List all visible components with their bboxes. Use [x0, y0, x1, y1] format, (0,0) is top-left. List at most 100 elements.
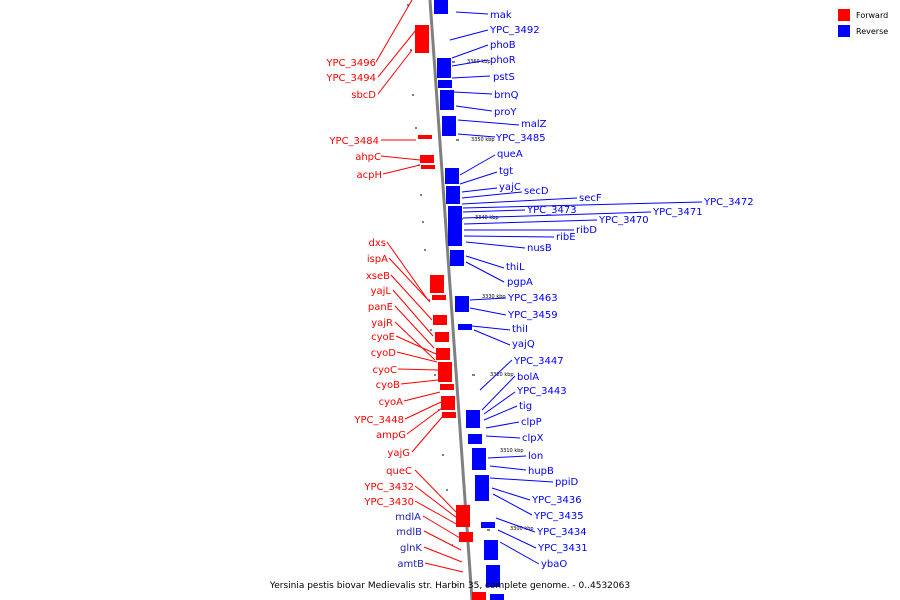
gene-label[interactable]: brnQ	[494, 90, 519, 101]
gene-block	[415, 25, 429, 53]
gene-label[interactable]: ispA	[367, 254, 388, 265]
gene-label[interactable]: ahpC	[355, 152, 381, 163]
gene-block	[472, 448, 486, 470]
gene-block	[437, 58, 451, 78]
gene-label[interactable]: yajC	[499, 182, 521, 193]
scale-label: 3340 kbp	[475, 215, 499, 221]
gene-label[interactable]: cyoB	[376, 380, 401, 391]
gene-label[interactable]: ppiD	[555, 477, 578, 488]
reverse-gene-blocks	[434, 0, 504, 600]
gene-label[interactable]: pstS	[493, 72, 515, 83]
gene-label[interactable]: cyoD	[371, 348, 397, 359]
gene-label[interactable]: YPC_3447	[513, 356, 564, 367]
gene-label[interactable]: tgt	[499, 166, 513, 177]
forward-gene-labels-lower: mdlA mdlB glnK amtB	[395, 512, 424, 570]
gene-label[interactable]: YPC_3436	[531, 495, 582, 506]
gene-label[interactable]: cyoA	[379, 397, 404, 408]
gene-label[interactable]: secD	[524, 186, 549, 197]
gene-block	[456, 505, 470, 527]
gene-label[interactable]: YPC_3430	[363, 497, 414, 508]
gene-block	[435, 332, 449, 342]
reverse-leader-lines	[449, 11, 703, 565]
gene-label[interactable]: glnK	[400, 543, 422, 554]
gene-label[interactable]: ribE	[556, 232, 576, 243]
gene-label[interactable]: YPC_3485	[495, 133, 546, 144]
gene-block	[438, 80, 452, 88]
gene-label[interactable]: YPC_3435	[533, 511, 584, 522]
gene-label[interactable]: YPC_3470	[598, 215, 649, 226]
gene-label[interactable]: cyoE	[371, 332, 395, 343]
gene-block	[418, 135, 432, 139]
scale-label: 3300 kbp	[510, 526, 534, 532]
gene-label[interactable]: secF	[579, 193, 602, 204]
reverse-gene-labels: mak YPC_3492 phoB phoR pstS brnQ proY ma…	[489, 10, 754, 570]
legend-label-forward: Forward	[856, 11, 888, 20]
gene-label[interactable]: panE	[368, 302, 393, 313]
gene-label[interactable]: nusB	[527, 243, 552, 254]
gene-label[interactable]: queC	[386, 466, 412, 477]
gene-label[interactable]: ampG	[376, 430, 406, 441]
gene-label[interactable]: YPC_3448	[353, 415, 404, 426]
gene-label[interactable]: xseB	[366, 271, 390, 282]
gene-label[interactable]: YPC_3431	[537, 543, 588, 554]
gene-label[interactable]: thiL	[506, 262, 525, 273]
gene-block	[420, 155, 434, 163]
gene-label[interactable]: YPC_3492	[489, 25, 540, 36]
forward-gene-blocks	[415, 25, 486, 600]
gene-label[interactable]: YPC_3443	[516, 386, 567, 397]
gene-label[interactable]: mak	[490, 10, 512, 21]
gene-block	[459, 532, 473, 542]
gene-block	[458, 324, 472, 330]
gene-block	[434, 0, 448, 14]
gene-label[interactable]: YPC_3432	[363, 482, 414, 493]
gene-block	[441, 396, 455, 410]
gene-block	[448, 206, 462, 246]
gene-label[interactable]: ribD	[576, 225, 597, 236]
gene-label[interactable]: clpX	[522, 433, 544, 444]
gene-label[interactable]: YPC_3434	[536, 527, 587, 538]
gene-label[interactable]: amtB	[397, 559, 424, 570]
gene-label[interactable]: phoB	[490, 40, 516, 51]
gene-label[interactable]: dxs	[369, 238, 386, 249]
gene-label[interactable]: YPC_3472	[703, 197, 754, 208]
gene-label[interactable]: yajG	[387, 448, 410, 459]
gene-label[interactable]: proY	[494, 107, 517, 118]
gene-label[interactable]: hupB	[528, 466, 554, 477]
gene-block	[442, 412, 456, 418]
gene-label[interactable]: YPC_3473	[526, 205, 577, 216]
gene-label[interactable]: lon	[528, 451, 543, 462]
gene-block	[445, 168, 459, 184]
gene-label[interactable]: phoR	[490, 55, 516, 66]
gene-label[interactable]: ybaO	[541, 559, 567, 570]
gene-label[interactable]: bolA	[517, 372, 539, 383]
gene-block	[440, 90, 454, 110]
gene-label[interactable]: malZ	[521, 119, 547, 130]
gene-block	[490, 594, 504, 600]
gene-label[interactable]: mdlB	[396, 527, 422, 538]
gene-label[interactable]: YPC_3484	[328, 136, 379, 147]
gene-block	[440, 384, 454, 390]
gene-label[interactable]: YPC_3496	[325, 58, 376, 69]
gene-label[interactable]: yajQ	[512, 339, 535, 350]
gene-block	[446, 186, 460, 204]
gene-label[interactable]: yajR	[371, 318, 393, 329]
gene-label[interactable]: yajL	[371, 286, 392, 297]
gene-label[interactable]: sbcD	[351, 90, 376, 101]
gene-label[interactable]: YPC_3463	[507, 293, 558, 304]
gene-label[interactable]: queA	[497, 149, 523, 160]
gene-label[interactable]: clpP	[521, 417, 542, 428]
gene-label[interactable]: tig	[519, 401, 532, 412]
gene-label[interactable]: pgpA	[507, 277, 533, 288]
gene-label[interactable]: YPC_3471	[652, 207, 703, 218]
gene-label[interactable]: acpH	[357, 170, 383, 181]
gene-label[interactable]: thiI	[512, 324, 528, 335]
gene-block	[475, 475, 489, 501]
gene-block	[484, 540, 498, 560]
gene-block	[421, 165, 435, 169]
gene-label[interactable]: cyoC	[372, 365, 397, 376]
gene-label[interactable]: YPC_3459	[507, 310, 558, 321]
genome-backbone	[428, 0, 474, 600]
gene-label[interactable]: YPC_3494	[325, 73, 376, 84]
gene-label[interactable]: mdlA	[395, 512, 421, 523]
